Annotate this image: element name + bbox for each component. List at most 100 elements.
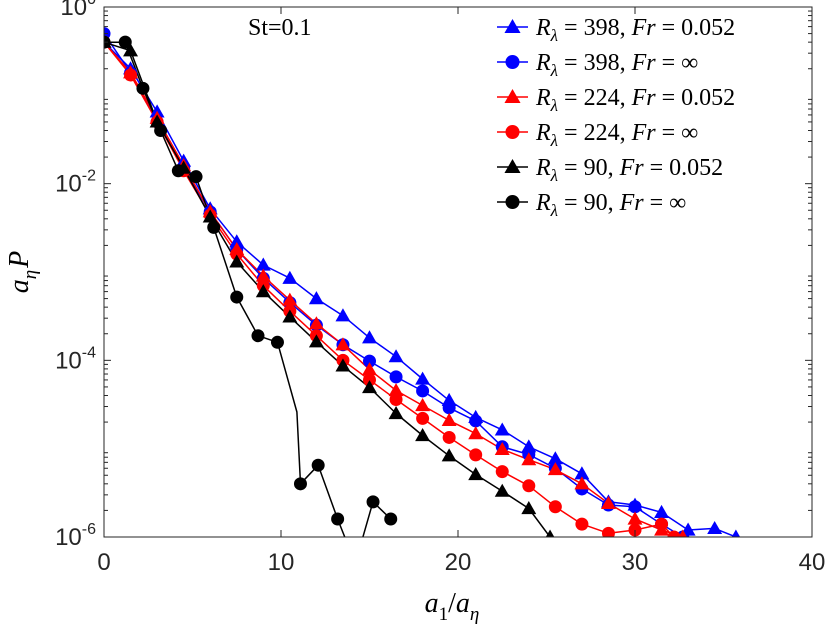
series-0-point [388, 349, 404, 363]
series-0-point [335, 308, 351, 322]
series-1-point [363, 354, 376, 368]
annotation: St=0.1 [248, 15, 312, 41]
series-0-point [308, 291, 324, 305]
series-3-point [442, 430, 456, 444]
series-4-point [545, 529, 555, 537]
series-4-point [282, 309, 298, 323]
series-0-point [654, 504, 670, 518]
series-4-point [202, 209, 218, 223]
series-5-point [118, 35, 132, 49]
series-1-point [628, 500, 642, 514]
legend-marker [504, 158, 521, 174]
series-2-point [282, 292, 298, 306]
series-3-point [575, 517, 589, 531]
series-4-point [415, 428, 431, 442]
series-1-point [442, 401, 456, 415]
series-3-point [363, 373, 376, 387]
legend-marker [505, 195, 520, 209]
legend-label: Rλ = 224, Fr = ∞ [535, 120, 698, 150]
series-3-point [655, 517, 669, 531]
series-4-point [335, 358, 351, 372]
series-4-point [308, 334, 324, 348]
series-4-point [229, 254, 245, 268]
series-2-point [627, 511, 643, 525]
series-4-point [468, 467, 484, 481]
series-5-point [251, 329, 265, 343]
series-5-point [154, 123, 168, 137]
series-4-point [441, 448, 457, 462]
x-tick-label: 40 [799, 549, 826, 576]
series-2-point [255, 268, 271, 282]
y-tick-label: 10-2 [55, 168, 96, 198]
plot-area [104, 7, 812, 537]
series-5-point [230, 290, 244, 304]
series-2-point [335, 337, 351, 351]
series-4-point [123, 43, 139, 57]
x-tick-label: 10 [268, 549, 295, 576]
series-1-point [416, 384, 430, 398]
series-3-point [230, 247, 244, 261]
series-5-point [331, 512, 345, 526]
series-2-point [362, 362, 377, 376]
series-5-point [136, 81, 150, 95]
legend-entry: Rλ = 224, Fr = 0.052 [497, 85, 735, 115]
series-3-point [389, 393, 403, 407]
series-1-point [469, 414, 483, 428]
series-0-point [282, 270, 298, 284]
legend-entry: Rλ = 398, Fr = 0.052 [497, 15, 735, 45]
series-0-point [415, 371, 431, 385]
series-2-point [441, 412, 457, 426]
legend-label: Rλ = 398, Fr = ∞ [535, 50, 698, 80]
series-0-point [521, 439, 537, 453]
series-2-point [678, 529, 688, 537]
series-2-point [494, 441, 510, 456]
series-3-point [601, 526, 615, 537]
series-0-point [362, 330, 377, 344]
series-0-point [494, 422, 510, 436]
legend-marker [505, 125, 520, 139]
y-axis-label: aηP [4, 251, 41, 294]
legend-entry: Rλ = 224, Fr = ∞ [497, 120, 698, 150]
series-5-point [293, 477, 307, 491]
legend: Rλ = 398, Fr = 0.052 Rλ = 398, Fr = ∞ Rλ =… [497, 15, 735, 220]
series-5-point [207, 220, 221, 234]
series-0-point [707, 520, 723, 535]
series-2-point [468, 426, 484, 440]
legend-marker [504, 88, 521, 104]
series-4-point [388, 406, 404, 420]
series-3-point [667, 530, 681, 537]
series-0-point [255, 257, 271, 271]
series-3-point [124, 68, 138, 82]
series-4-point [521, 501, 537, 515]
series-2-point [308, 316, 324, 330]
series-2-point [521, 452, 537, 466]
x-axis-label: a1/aη [425, 588, 480, 625]
series-2-point [600, 495, 616, 510]
legend-entry: Rλ = 90, Fr = ∞ [497, 190, 686, 220]
x-tick-label: 20 [445, 549, 472, 576]
series-2-point [388, 383, 404, 397]
series-1-point [389, 370, 403, 384]
marker-layer [104, 27, 741, 537]
series-5-point [171, 164, 185, 178]
legend-entry: Rλ = 398, Fr = ∞ [497, 50, 698, 80]
legend-marker [504, 18, 521, 34]
series-3-point [548, 500, 562, 514]
series-0-point [547, 451, 563, 465]
series-3-point [416, 411, 430, 425]
legend-label: Rλ = 90, Fr = 0.052 [535, 155, 723, 185]
x-tick-label: 0 [97, 549, 110, 576]
legend-marker [505, 55, 520, 69]
series-0-point [229, 234, 245, 248]
legend-label: Rλ = 90, Fr = ∞ [535, 190, 686, 220]
legend-label: Rλ = 224, Fr = 0.052 [535, 85, 735, 115]
series-4-point [362, 380, 377, 394]
y-tick-label: 10-6 [55, 521, 96, 551]
x-tick-label: 30 [622, 549, 649, 576]
series-3-point [522, 479, 536, 493]
legend-entry: Rλ = 90, Fr = 0.052 [497, 155, 723, 185]
series-4-point [255, 284, 271, 298]
series-5-point [366, 495, 380, 509]
series-3-point [469, 448, 483, 462]
